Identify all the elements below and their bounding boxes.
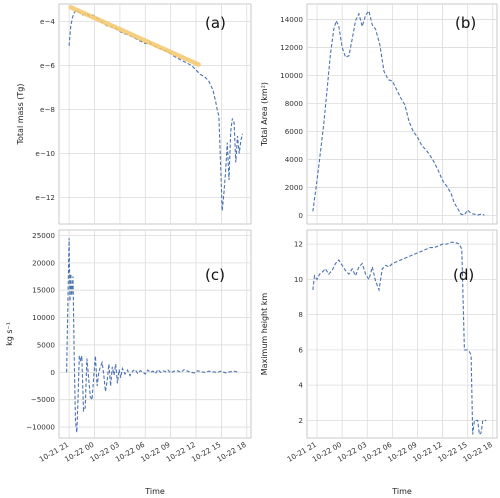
panel-b-ytick-label: 10000 [280, 71, 303, 80]
panel-c-series-line [66, 238, 239, 433]
panel-a-ytick-label: e−8 [40, 105, 55, 114]
panel-d-ylabel: Maximum height km [260, 293, 269, 376]
panel-b-ytick-label: 8000 [285, 99, 304, 108]
panel-b-ytick-label: 2000 [285, 183, 304, 192]
panel-a-series-line [68, 9, 244, 211]
panel-a-label: (a) [205, 14, 226, 32]
panel-b-series-line [312, 9, 485, 216]
panel-b-ylabel: Total Area (km²) [260, 82, 269, 147]
panel-a-fit-line [68, 5, 201, 67]
panel-d-ytick-label: 6 [298, 345, 303, 354]
panel-b-ytick-label: 4000 [285, 155, 304, 164]
panel-c-ytick-label: −10000 [26, 423, 55, 432]
panel-b-frame [306, 3, 498, 225]
panel-a-frame [58, 3, 252, 225]
panel-b-ytick-label: 6000 [285, 127, 304, 136]
panel-c-frame [58, 229, 252, 439]
panel-c-ytick-label: −5000 [31, 395, 56, 404]
panel-d-ytick-label: 8 [298, 310, 303, 319]
panel-a-ylabel: Total mass (Tg) [16, 83, 25, 145]
panel-c-ytick-label: 25000 [32, 231, 55, 240]
panel-c-ytick-label: 20000 [32, 258, 55, 267]
panel-c-xlabel: Time [144, 487, 165, 496]
panel-c-ytick-label: 15000 [32, 286, 55, 295]
panel-a-ytick-label: e−6 [40, 61, 55, 70]
panel-a-ytick-label: e−10 [35, 149, 55, 158]
panel-b-ytick-label: 14000 [280, 15, 303, 24]
panel-c-ytick-label: 5000 [37, 340, 56, 349]
panel-b-label: (b) [455, 14, 476, 32]
panel-c-ytick-label: 0 [50, 368, 55, 377]
panel-d-xlabel: Time [391, 487, 412, 496]
panel-d-ytick-label: 2 [298, 416, 303, 425]
panel-c-ytick-label: 10000 [32, 313, 55, 322]
panel-c-label: (c) [205, 266, 225, 284]
panel-b: 0 2000 4000 6000 8000 10000 12000 14000 Total A… [260, 3, 498, 225]
panel-b-ytick-label: 0 [298, 211, 303, 220]
panel-d-ytick-label: 12 [294, 240, 303, 249]
panel-d-series-line [312, 241, 487, 436]
panel-a-ytick-label: e−4 [40, 17, 55, 26]
panel-c-xtick-label: 10-22 18 [215, 440, 248, 464]
panel-d-xtick-label: 10-22 18 [461, 440, 494, 464]
panel-c: −10000 −5000 0 5000 10000 15000 20000 25000 10-2… [5, 229, 252, 496]
panel-d-ytick-label: 10 [294, 275, 304, 284]
panel-a-ytick-label: e−12 [35, 193, 55, 202]
panel-d-label: (d) [453, 266, 474, 284]
panel-b-ytick-label: 12000 [280, 43, 303, 52]
panel-c-ylabel: kg s⁻¹ [5, 322, 14, 346]
panel-a: e−4 e−6 e−8 e−10 e−12 Total mass (Tg) (a) [16, 3, 252, 225]
panel-d-frame [306, 229, 498, 439]
panel-d-ytick-label: 4 [298, 381, 303, 390]
